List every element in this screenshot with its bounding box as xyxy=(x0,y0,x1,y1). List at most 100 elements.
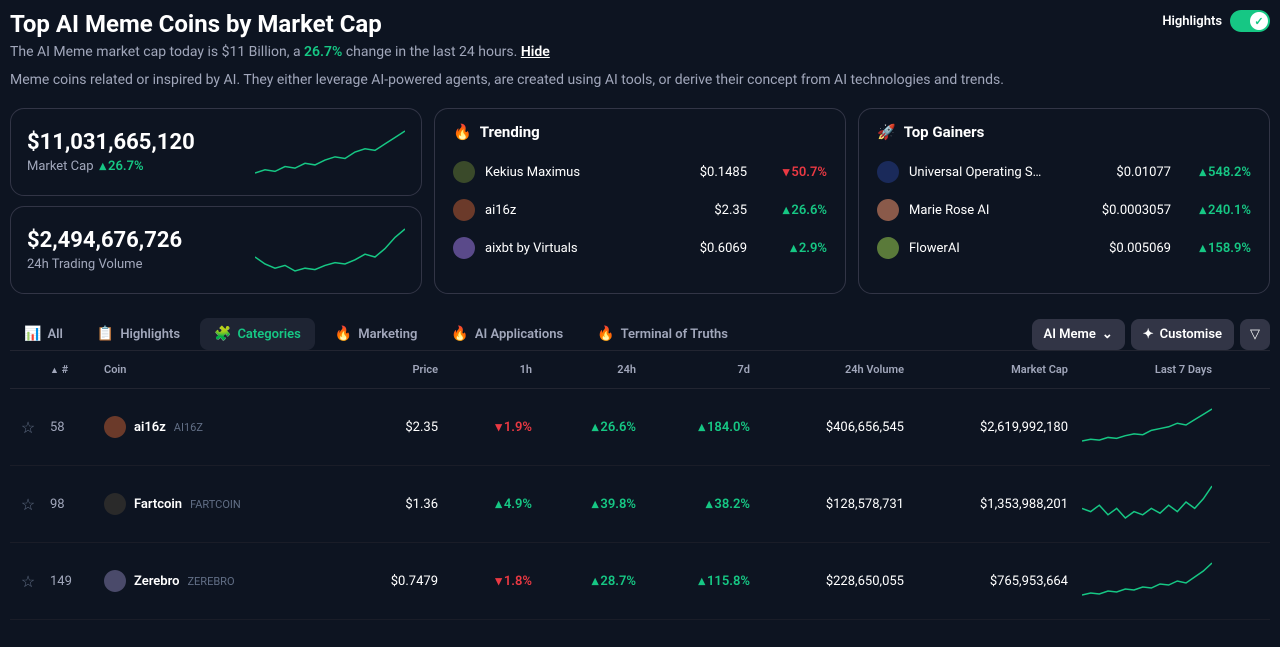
volume-label: 24h Trading Volume xyxy=(27,257,142,272)
terminal-icon: 🔥 xyxy=(597,326,614,342)
tab-terminal[interactable]: 🔥 Terminal of Truths xyxy=(583,318,742,350)
coin-cell[interactable]: Fartcoin FARTCOIN xyxy=(104,493,324,515)
star-icon[interactable]: ☆ xyxy=(10,572,46,591)
coin-name: ai16z xyxy=(485,203,704,218)
coin-row[interactable]: Universal Operating S… $0.01077 548.2% xyxy=(877,153,1251,191)
coin-row[interactable]: FlowerAI $0.005069 158.9% xyxy=(877,229,1251,267)
subtitle-pct: 26.7% xyxy=(304,44,342,60)
toggle-switch[interactable]: ✓ xyxy=(1230,10,1270,32)
gainers-card: 🚀 Top Gainers Universal Operating S… $0.0… xyxy=(858,108,1270,294)
tab-marketing[interactable]: 🔥Marketing xyxy=(321,318,432,350)
coin-row[interactable]: Kekius Maximus $0.1485 50.7% xyxy=(453,153,827,191)
gainers-title: Top Gainers xyxy=(904,123,985,141)
tab-label: AI Applications xyxy=(475,327,563,342)
price: $0.7479 xyxy=(328,574,438,589)
coin-change: 158.9% xyxy=(1191,241,1251,256)
coin-price: $0.005069 xyxy=(1109,241,1171,256)
volume-value: $2,494,676,726 xyxy=(27,228,182,253)
tab-categories[interactable]: 🧩Categories xyxy=(200,318,315,350)
coin-icon xyxy=(104,570,126,592)
table-row[interactable]: ☆ 149 Zerebro ZEREBRO $0.7479 1.8% 28.7%… xyxy=(10,543,1270,620)
page-title: Top AI Meme Coins by Market Cap xyxy=(10,10,550,38)
volume-card[interactable]: $2,494,676,726 24h Trading Volume xyxy=(10,206,422,294)
highlights-label: Highlights xyxy=(1162,14,1222,29)
coin-cell[interactable]: ai16z AI16Z xyxy=(104,416,324,438)
coin-change: 2.9% xyxy=(767,241,827,256)
marketcap: $2,619,992,180 xyxy=(908,420,1068,435)
table-header: ▲ # Coin Price 1h 24h 7d 24h Volume Mark… xyxy=(10,351,1270,389)
price: $1.36 xyxy=(328,497,438,512)
categories-icon: 🧩 xyxy=(214,326,231,342)
coin-icon xyxy=(453,161,475,183)
filter-button[interactable]: ▽ xyxy=(1240,319,1270,350)
subtitle-pre: The AI Meme market cap today is $11 Bill… xyxy=(10,44,304,60)
marketcap: $765,953,664 xyxy=(908,574,1068,589)
row-sparkline xyxy=(1082,482,1212,522)
col-rank[interactable]: ▲ # xyxy=(50,363,100,376)
coin-name: Kekius Maximus xyxy=(485,165,690,180)
coin-icon xyxy=(877,161,899,183)
tab-all[interactable]: 📊All xyxy=(10,318,77,350)
col-vol[interactable]: 24h Volume xyxy=(754,363,904,376)
pct-24h: 26.6% xyxy=(536,420,636,435)
fire-icon: 🔥 xyxy=(453,123,472,141)
coin-change: 548.2% xyxy=(1191,165,1251,180)
tab-ai-apps[interactable]: 🔥AI Applications xyxy=(437,318,577,350)
tab-highlights[interactable]: 📋Highlights xyxy=(83,318,194,350)
customise-button[interactable]: ✦ Customise xyxy=(1131,319,1234,350)
coin-price: $0.6069 xyxy=(700,241,747,256)
tab-label: Highlights xyxy=(120,327,180,342)
col-cap[interactable]: Market Cap xyxy=(908,363,1068,376)
coin-name: Zerebro xyxy=(134,574,179,589)
sparkle-icon: ✦ xyxy=(1143,327,1154,342)
coin-icon xyxy=(453,199,475,221)
row-sparkline xyxy=(1082,559,1212,599)
coin-row[interactable]: ai16z $2.35 26.6% xyxy=(453,191,827,229)
coin-icon xyxy=(877,237,899,259)
subtitle: The AI Meme market cap today is $11 Bill… xyxy=(10,44,550,60)
col-coin[interactable]: Coin xyxy=(104,363,324,376)
tab-label: Terminal of Truths xyxy=(621,327,728,342)
star-icon[interactable]: ☆ xyxy=(10,418,46,437)
col-7days[interactable]: Last 7 Days xyxy=(1072,363,1212,376)
pct-1h: 4.9% xyxy=(442,497,532,512)
coin-name: ai16z xyxy=(134,420,166,435)
coin-name: aixbt by Virtuals xyxy=(485,241,690,256)
coin-cell[interactable]: Zerebro ZEREBRO xyxy=(104,570,324,592)
pct-1h: 1.8% xyxy=(442,574,532,589)
coin-symbol: AI16Z xyxy=(174,421,203,434)
volume-sparkline xyxy=(255,225,405,275)
coin-price: $0.01077 xyxy=(1116,165,1171,180)
pct-24h: 28.7% xyxy=(536,574,636,589)
category-dropdown[interactable]: AI Meme ⌄ xyxy=(1032,319,1125,350)
coin-name: Marie Rose AI xyxy=(909,203,1092,218)
marketcap-change: 26.7% xyxy=(100,159,144,174)
price: $2.35 xyxy=(328,420,438,435)
col-1h[interactable]: 1h xyxy=(442,363,532,376)
coin-row[interactable]: Marie Rose AI $0.0003057 240.1% xyxy=(877,191,1251,229)
table-row[interactable]: ☆ 58 ai16z AI16Z $2.35 1.9% 26.6% 184.0%… xyxy=(10,389,1270,466)
hide-link[interactable]: Hide xyxy=(521,44,550,60)
coin-row[interactable]: aixbt by Virtuals $0.6069 2.9% xyxy=(453,229,827,267)
highlights-toggle[interactable]: Highlights ✓ xyxy=(1162,10,1270,32)
star-icon[interactable]: ☆ xyxy=(10,495,46,514)
rank: 149 xyxy=(50,574,100,589)
coin-change: 240.1% xyxy=(1191,203,1251,218)
row-sparkline xyxy=(1082,405,1212,445)
col-7d[interactable]: 7d xyxy=(640,363,750,376)
marketcap-label: Market Cap xyxy=(27,159,94,174)
col-price[interactable]: Price xyxy=(328,363,438,376)
tab-label: All xyxy=(47,327,62,342)
table-row[interactable]: ☆ 98 Fartcoin FARTCOIN $1.36 4.9% 39.8% … xyxy=(10,466,1270,543)
marketcap: $1,353,988,201 xyxy=(908,497,1068,512)
marketcap-card[interactable]: $11,031,665,120 Market Cap 26.7% xyxy=(10,108,422,196)
rocket-icon: 🚀 xyxy=(877,123,896,141)
trending-title: Trending xyxy=(480,123,540,141)
trending-card: 🔥 Trending Kekius Maximus $0.1485 50.7% a… xyxy=(434,108,846,294)
rank: 98 xyxy=(50,497,100,512)
coin-price: $0.0003057 xyxy=(1102,203,1171,218)
col-24h[interactable]: 24h xyxy=(536,363,636,376)
coin-name: FlowerAI xyxy=(909,241,1099,256)
pct-7d: 115.8% xyxy=(640,574,750,589)
coin-price: $0.1485 xyxy=(700,165,747,180)
